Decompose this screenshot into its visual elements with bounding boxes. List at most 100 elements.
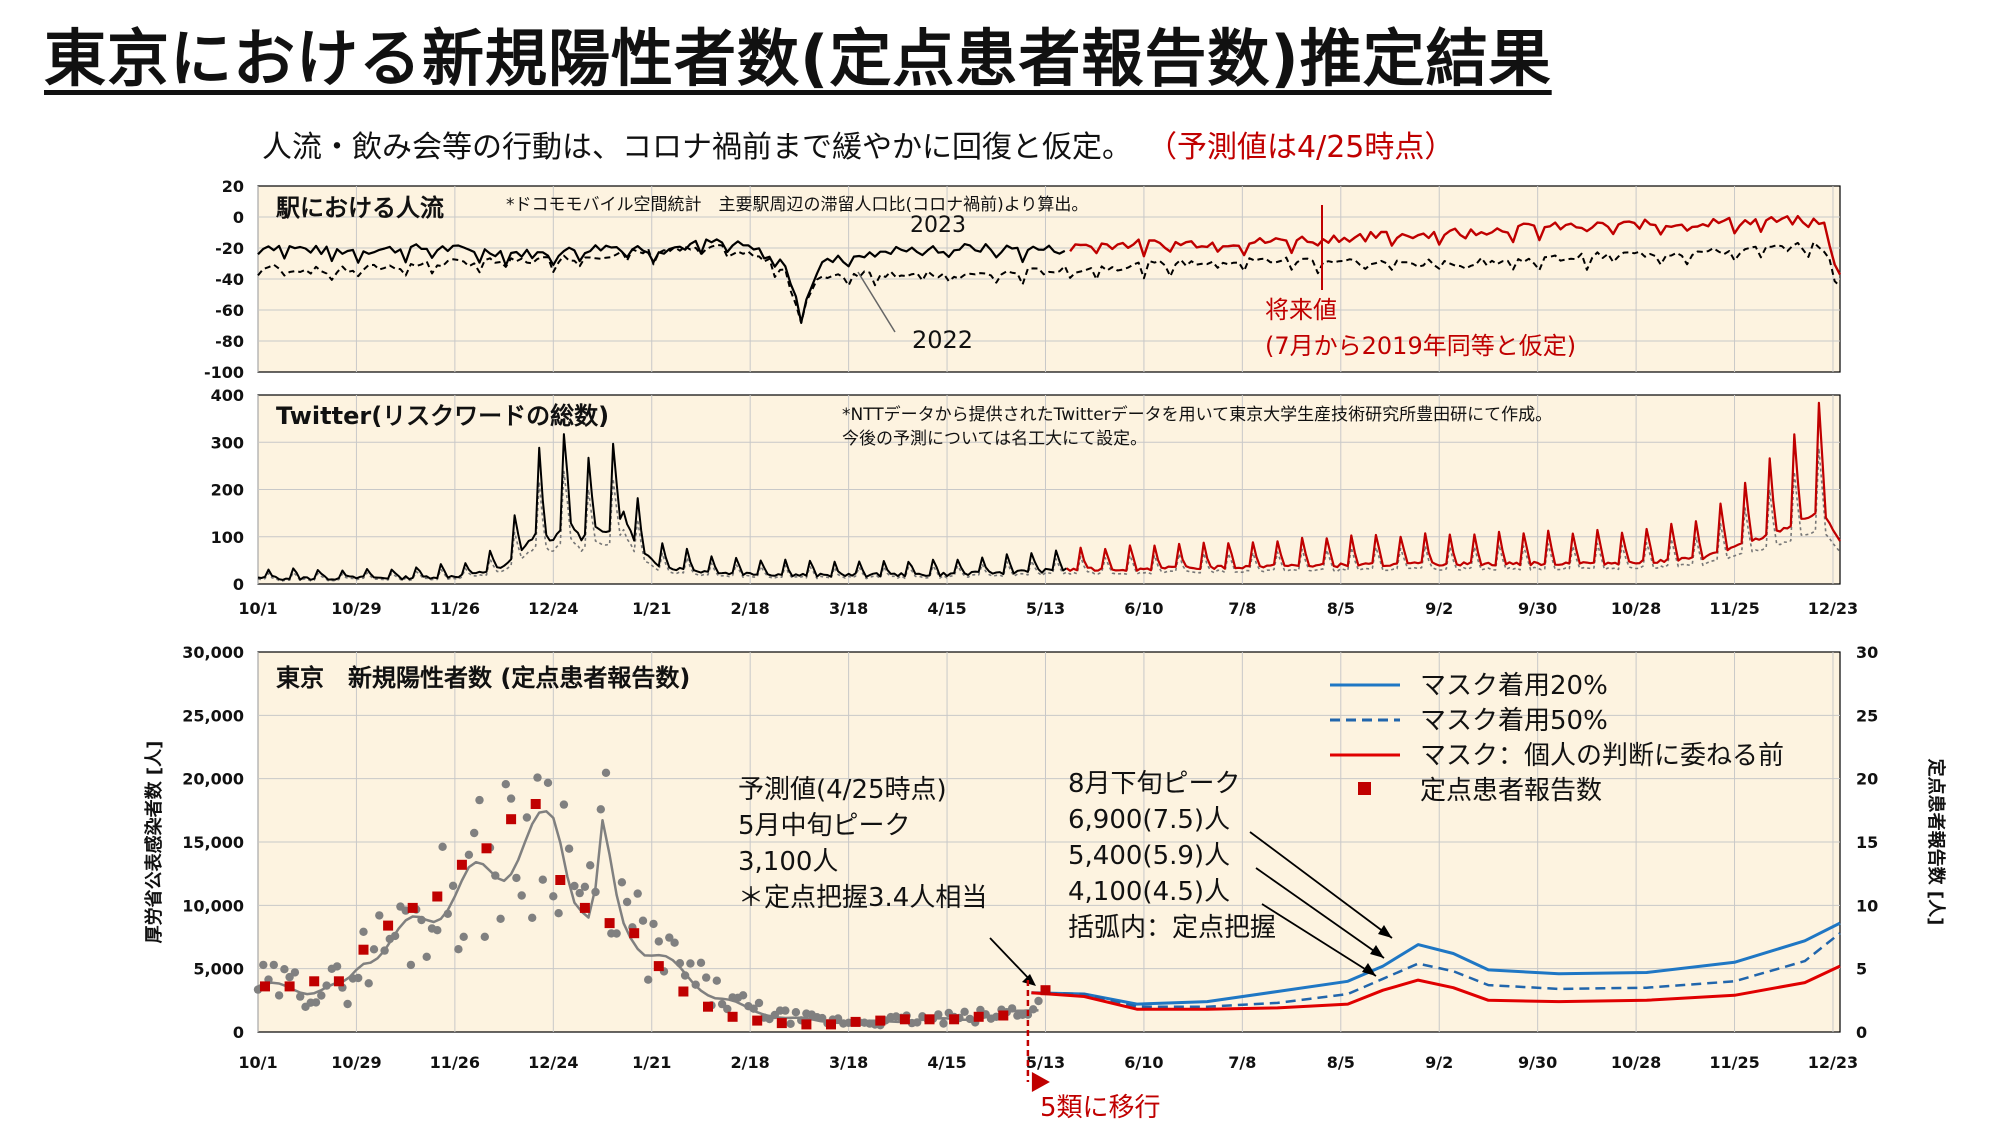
cases-scatter-point [738,991,748,1000]
twitter-xtick: 7/8 [1228,599,1256,618]
cases-scatter-point [696,958,706,967]
peak-arrowhead-0 [1378,925,1392,938]
twitter-xtick: 6/10 [1124,599,1163,618]
cases-scatter-point [280,965,289,974]
cases-scatter-point [480,932,489,941]
cases-scatter-point [422,952,431,961]
cases-xtick: 10/28 [1611,1053,1661,1072]
report-marker [826,1019,836,1030]
future-label-2: (7月から2019年同等と仮定) [1265,332,1576,360]
cases-ytick-right: 25 [1856,706,1878,725]
cases-panel-ytick: 5,000 [193,960,244,979]
legend-label-1: マスク着用50% [1420,706,1608,736]
twitter-panel-ytick: 0 [233,575,244,594]
cases-scatter-point [269,960,278,970]
cases-scatter-point [311,998,321,1007]
cases-scatter-point [622,897,632,907]
series-mask20 [1031,921,1841,1006]
predict-annotation-0: 予測値(4/25時点) [738,775,947,805]
cases-panel-ytick: 0 [233,1023,244,1042]
cases-xtick: 12/23 [1808,1053,1858,1072]
twitter-panel-title: Twitter(リスクワードの総数) [276,402,609,430]
cases-ytick-right: 15 [1856,833,1878,852]
cases-scatter-point [638,916,648,925]
cases-scatter-point [459,932,468,941]
cases-ytick-right: 20 [1856,770,1878,789]
twitter-xtick: 1/21 [632,599,671,618]
twitter-series-reference [257,447,1841,582]
report-marker [530,799,541,809]
cases-scatter-point [586,861,595,870]
peak-arrow-0 [1249,831,1393,939]
cases-xtick: 3/18 [829,1053,868,1072]
peak-arrowhead-2 [1362,963,1376,976]
peak-annotation-0: 8月下旬ピーク [1068,769,1241,799]
cases-xtick: 7/8 [1228,1053,1256,1072]
cases-scatter-point [960,1007,969,1016]
peak-arrowhead-1 [1370,945,1384,958]
twitter-xtick: 2/18 [731,599,770,618]
label-2023: 2023 [910,213,966,238]
cases-xtick: 1/21 [632,1053,671,1072]
cases-scatter-point [791,1008,801,1017]
mobility-panel-ytick: 0 [233,208,244,227]
report-marker [949,1014,960,1025]
twitter-series-forecast [1065,401,1841,572]
report-marker [260,981,270,992]
cases-xtick: 11/25 [1709,1053,1759,1072]
mobility-panel-ytick: -20 [215,239,244,258]
twitter-xtick: 12/24 [528,599,578,618]
mobility-series-2023 [257,238,1066,324]
legend-marker-report [1358,782,1371,795]
cases-ytick-right: 0 [1856,1023,1867,1042]
cases-xtick: 9/2 [1425,1053,1453,1072]
cases-scatter-point [375,911,384,920]
cases-xtick: 6/10 [1124,1053,1163,1072]
peak-annotation-3: 4,100(4.5)人 [1068,877,1230,907]
mobility-panel-title: 駅における人流 [276,194,444,222]
legend-label-2: マスク：個人の判断に委ねる前 [1420,741,1784,771]
report-marker [333,976,344,987]
mobility-series-2022 [257,241,1841,324]
cases-ylabel-right: 定点患者報告数 [人] [1925,759,1947,926]
mobility-panel-ytick: 20 [222,177,244,196]
twitter-xtick: 12/23 [1808,599,1858,618]
cases-scatter-point [564,844,574,853]
cases-scatter-point [554,909,563,918]
cases-scatter-point [470,828,479,838]
future-label-1: 将来値 [1265,296,1337,324]
label-2022-leader [857,271,896,333]
cases-scatter-point [754,998,764,1008]
cases-scatter-point [670,938,679,947]
cases-ytick-right: 30 [1856,643,1878,662]
report-marker [358,944,369,955]
cases-scatter-point [475,795,484,805]
report-marker [703,1001,713,1012]
report-marker [604,918,615,929]
predict-annotation-3: ＊定点把握3.4人相当 [738,883,987,913]
peak-arrow-1 [1255,867,1385,959]
cases-scatter-point [364,979,373,988]
report-marker [653,961,664,972]
cases-scatter-point [559,800,569,809]
mobility-panel-ytick: -100 [204,363,244,382]
cases-scatter-point [359,927,368,936]
cases-panel-title: 東京 新規陽性者数 (定点患者報告数) [276,664,690,692]
report-marker [727,1011,738,1022]
report-marker [998,1010,1009,1021]
peak-annotation-4: 括弧内：定点把握 [1068,913,1276,943]
cases-panel-ytick: 20,000 [182,770,244,789]
report-marker [407,902,418,913]
cases-scatter-point [433,926,442,935]
peak-annotation-1: 6,900(7.5)人 [1068,805,1230,835]
label-2022: 2022 [912,326,973,354]
slide-subtitle: 人流・飲み会等の行動は、コロナ禍前まで緩やかに回復と仮定。 （予測値は4/25時点… [262,122,1454,166]
cases-scatter-point [934,1010,943,1019]
mobility-panel-note: *ドコモモバイル空間統計 主要駅周辺の滞留人口比(コロナ禍前)より算出。 [506,195,1088,215]
report-marker [579,902,590,913]
twitter-xtick: 10/1 [238,599,277,618]
cases-scatter-point [549,892,558,901]
twitter-xtick: 10/29 [331,599,381,618]
cases-scatter-point [649,919,658,929]
peak-annotation-2: 5,400(5.9)人 [1068,841,1230,871]
